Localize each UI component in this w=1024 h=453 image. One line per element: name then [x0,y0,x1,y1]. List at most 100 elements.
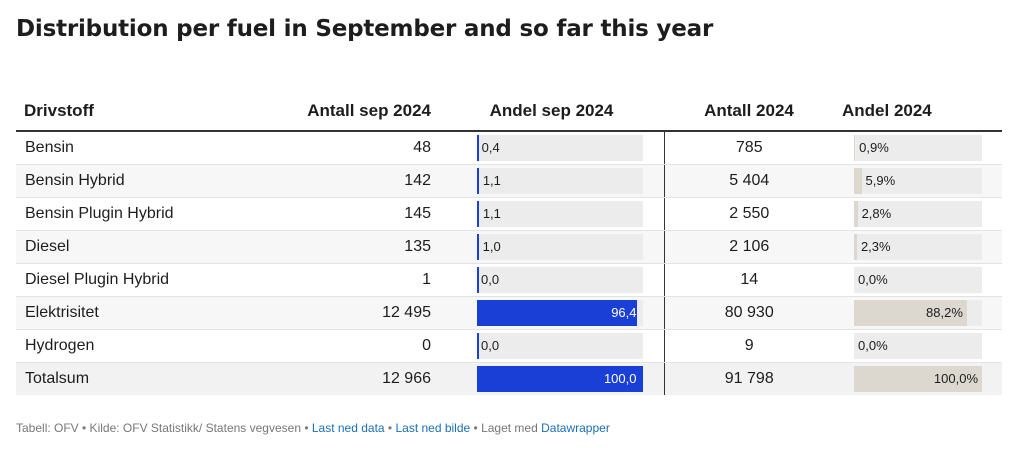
share-sep-label: 0,0 [481,272,500,287]
share-year-bar [854,134,856,161]
share-year-bar-track: 0,0% [854,332,982,359]
share-year-bar-track: 100,0% [854,365,982,392]
share-year-label: 100,0% [933,371,978,387]
cell-count-sep: 0 [264,329,439,363]
cell-count-sep: 135 [264,230,439,264]
share-sep-bar-track: 100,0 [477,365,643,392]
share-sep-label: 96,4 [611,305,637,320]
share-sep-bar [477,299,637,326]
cell-share-year: 2,8% [834,197,1002,231]
cell-count-year: 5 404 [663,164,834,198]
share-year-bar-track: 88,2% [854,299,982,326]
table-row: Bensin 48 0,4 785 0,9% [16,131,1002,165]
share-sep-bar [477,266,479,293]
share-year-label: 0,0% [858,338,888,353]
share-year-bar [854,365,982,392]
header-share-year[interactable]: Andel 2024 [834,92,1002,132]
share-year-bar [854,299,967,326]
footer-separator: • [384,421,396,435]
cell-share-sep: 96,4 [439,296,664,330]
footer-source-text: Tabell: OFV • Kilde: OFV Statistikk/ Sta… [16,421,312,435]
cell-share-year: 0,0% [834,329,1002,363]
share-sep-label: 0,4 [481,140,500,156]
share-sep-bar-track: 1,1 [477,167,643,194]
cell-share-sep: 1,0 [439,230,664,264]
download-data-link[interactable]: Last ned data [311,421,385,435]
table-row: Totalsum 12 966 100,0 91 798 100,0% [16,362,1002,395]
table-title: Distribution per fuel in September and s… [16,16,714,42]
table-row: Bensin Plugin Hybrid 145 1,1 2 550 2,8% [16,197,1002,231]
share-sep-bar-track: 96,4 [477,299,643,326]
cell-fuel: Bensin Hybrid [16,164,264,198]
share-year-bar [854,200,858,227]
cell-count-sep: 12 966 [264,362,439,395]
cell-count-sep: 142 [264,164,439,198]
cell-share-year: 0,0% [834,263,1002,297]
share-sep-bar-track: 0,4 [477,134,643,161]
cell-share-year: 88,2% [834,296,1002,330]
cell-fuel: Hydrogen [16,329,264,363]
share-sep-bar [477,233,479,260]
cell-share-year: 0,9% [834,131,1002,165]
share-sep-bar [477,200,479,227]
table-row: Diesel 135 1,0 2 106 2,3% [16,230,1002,264]
share-year-label: 0,0% [858,272,888,287]
share-year-label: 88,2% [926,305,963,320]
download-image-link[interactable]: Last ned bilde [395,421,471,435]
header-fuel[interactable]: Drivstoff [16,92,264,132]
share-sep-bar-track: 1,0 [477,233,643,260]
table-row: Elektrisitet 12 495 96,4 80 930 88,2% [16,296,1002,330]
table-row: Bensin Hybrid 142 1,1 5 404 5,9% [16,164,1002,198]
cell-count-sep: 145 [264,197,439,231]
cell-fuel: Diesel Plugin Hybrid [16,263,264,297]
cell-count-year: 785 [663,131,834,165]
cell-share-year: 2,3% [834,230,1002,264]
share-sep-bar-track: 0,0 [477,332,643,359]
share-year-bar [854,233,857,260]
cell-count-year: 14 [663,263,834,297]
cell-fuel: Bensin [16,131,264,165]
cell-count-year: 2 550 [663,197,834,231]
footer-made-with: • Laget med [470,421,542,435]
header-count-year[interactable]: Antall 2024 [664,92,834,132]
header-share-sep[interactable]: Andel sep 2024 [439,92,664,132]
header-count-sep[interactable]: Antall sep 2024 [264,92,439,132]
cell-share-sep: 100,0 [439,362,664,395]
share-year-label: 0,9% [859,140,889,156]
table-row: Hydrogen 0 0,0 9 0,0% [16,329,1002,363]
cell-fuel: Elektrisitet [16,296,264,330]
cell-fuel: Totalsum [16,362,264,395]
cell-share-sep: 1,1 [439,164,664,198]
share-sep-label: 1,1 [482,173,501,188]
share-sep-bar-track: 0,0 [477,266,643,293]
cell-count-year: 9 [663,329,834,363]
share-sep-label: 0,0 [481,338,500,353]
cell-share-year: 5,9% [834,164,1002,198]
share-year-bar-track: 2,8% [854,200,982,227]
share-year-label: 2,3% [860,239,891,254]
share-sep-bar [477,365,643,392]
cell-share-sep: 0,0 [439,329,664,363]
cell-fuel: Bensin Plugin Hybrid [16,197,264,231]
cell-count-year: 80 930 [663,296,834,330]
cell-count-year: 2 106 [663,230,834,264]
cell-share-sep: 0,0 [439,263,664,297]
cell-share-sep: 0,4 [439,131,664,165]
share-sep-bar [477,134,479,161]
table-row: Diesel Plugin Hybrid 1 0,0 14 0,0% [16,263,1002,297]
cell-count-sep: 48 [264,131,439,165]
share-sep-bar [477,167,479,194]
share-year-bar-track: 0,9% [854,134,982,161]
share-year-bar-track: 0,0% [854,266,982,293]
share-sep-bar [477,332,479,359]
cell-fuel: Diesel [16,230,264,264]
share-sep-label: 1,1 [482,206,501,221]
share-sep-label: 1,0 [482,239,501,254]
share-year-bar [854,167,862,194]
cell-share-sep: 1,1 [439,197,664,231]
share-year-label: 2,8% [861,206,892,221]
share-sep-bar-track: 1,1 [477,200,643,227]
datawrapper-link[interactable]: Datawrapper [541,421,610,435]
share-sep-label: 100,0 [603,371,637,387]
cell-count-year: 91 798 [663,362,834,395]
